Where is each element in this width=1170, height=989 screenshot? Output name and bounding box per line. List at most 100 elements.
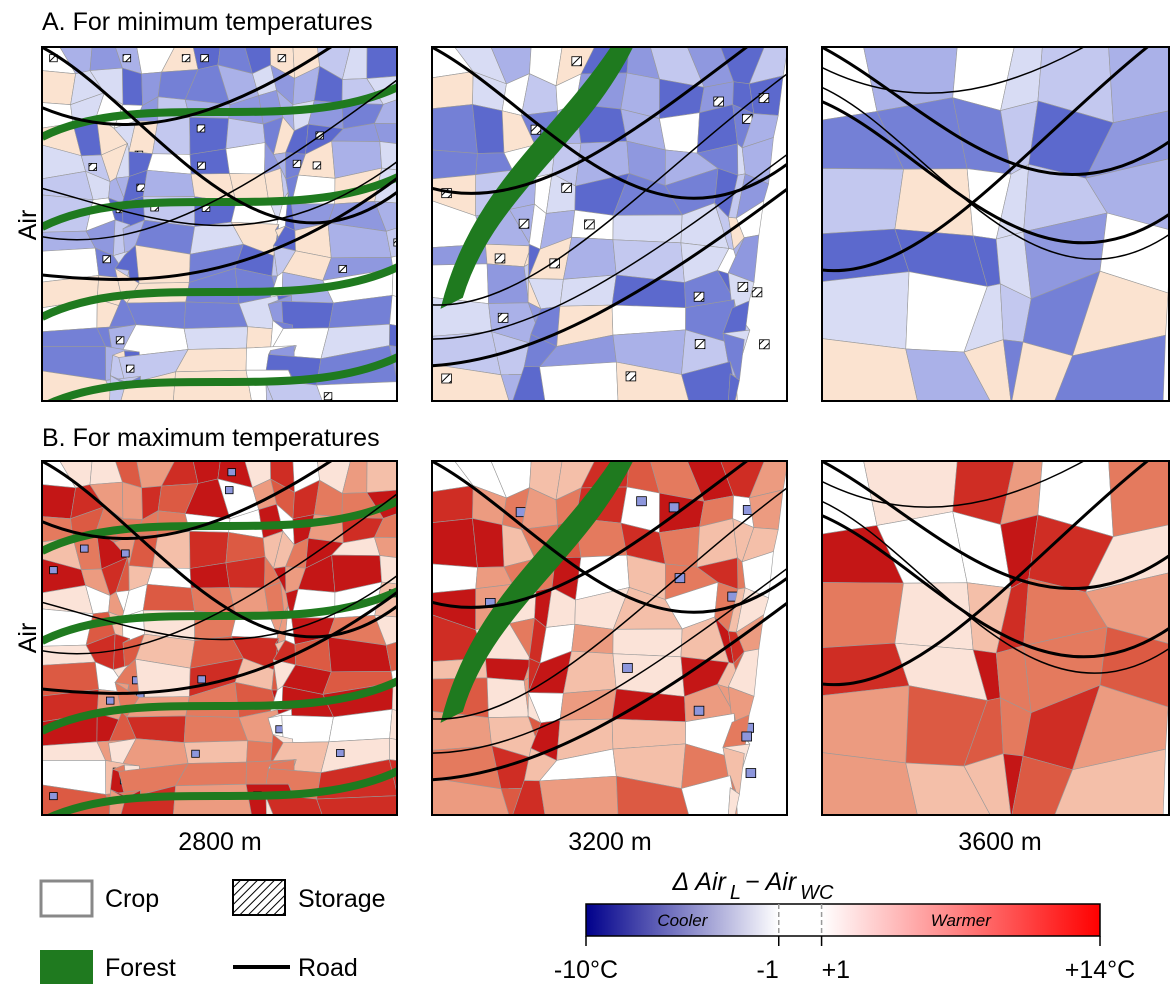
building bbox=[693, 291, 705, 302]
map-frame bbox=[431, 460, 788, 816]
building bbox=[561, 182, 572, 193]
building bbox=[674, 573, 686, 584]
building bbox=[336, 749, 345, 757]
legend-storage-swatch bbox=[232, 879, 286, 916]
building bbox=[668, 502, 680, 513]
field bbox=[389, 323, 398, 347]
road bbox=[42, 461, 398, 639]
field bbox=[432, 363, 510, 401]
road bbox=[432, 153, 788, 340]
road bbox=[822, 461, 1150, 687]
field bbox=[486, 263, 530, 304]
building bbox=[758, 93, 770, 103]
building bbox=[49, 566, 58, 575]
field bbox=[512, 780, 546, 815]
field bbox=[389, 737, 398, 761]
field bbox=[374, 200, 398, 232]
field bbox=[432, 104, 478, 154]
tick-label: -10°C bbox=[554, 956, 618, 984]
building bbox=[80, 544, 89, 553]
field bbox=[173, 783, 252, 815]
road bbox=[432, 461, 788, 614]
field bbox=[486, 677, 530, 718]
road bbox=[42, 160, 398, 227]
building bbox=[122, 54, 132, 63]
field bbox=[183, 715, 249, 743]
map-frame bbox=[431, 46, 788, 402]
map-frame bbox=[821, 46, 1170, 402]
map-panel bbox=[432, 461, 788, 815]
building bbox=[106, 696, 115, 705]
building bbox=[136, 183, 145, 192]
tick-label: +14°C bbox=[1065, 956, 1135, 984]
column-label: 3600 m bbox=[958, 828, 1041, 856]
field bbox=[1108, 47, 1170, 124]
forest bbox=[42, 587, 398, 645]
colorbar-ramp bbox=[585, 903, 1101, 937]
field bbox=[432, 149, 478, 180]
field bbox=[385, 227, 398, 258]
colorbar-title-part: Δ Air bbox=[672, 868, 728, 896]
panel-title: B. For maximum temperatures bbox=[42, 424, 380, 452]
map-panel bbox=[42, 47, 413, 401]
building bbox=[115, 336, 125, 345]
forest bbox=[440, 47, 634, 309]
building bbox=[277, 54, 287, 63]
field bbox=[485, 243, 532, 268]
field bbox=[539, 361, 619, 401]
field bbox=[122, 481, 143, 520]
building bbox=[622, 662, 633, 673]
road bbox=[432, 461, 750, 609]
field bbox=[539, 775, 619, 815]
building bbox=[197, 675, 206, 684]
field bbox=[728, 373, 740, 401]
map-frame bbox=[41, 460, 398, 816]
field bbox=[1085, 110, 1170, 179]
road bbox=[432, 486, 788, 720]
field bbox=[366, 461, 398, 493]
road bbox=[822, 86, 1170, 260]
building bbox=[312, 161, 322, 170]
legend-label: Road bbox=[298, 954, 358, 982]
building bbox=[737, 281, 749, 292]
field bbox=[472, 104, 505, 154]
forest bbox=[42, 497, 398, 555]
road bbox=[42, 78, 398, 241]
field bbox=[142, 583, 195, 612]
legend-label: Crop bbox=[105, 885, 159, 913]
road bbox=[432, 567, 788, 754]
field bbox=[822, 338, 918, 401]
colorbar-title: Δ Air L − Air WC bbox=[672, 868, 835, 904]
road bbox=[822, 461, 1170, 591]
building bbox=[549, 258, 560, 269]
forest bbox=[42, 83, 398, 141]
map-panel bbox=[42, 461, 398, 815]
building bbox=[197, 161, 206, 170]
field bbox=[659, 112, 700, 154]
building bbox=[405, 389, 413, 396]
forest bbox=[45, 767, 398, 815]
field bbox=[822, 752, 918, 815]
field bbox=[1085, 572, 1170, 645]
building bbox=[396, 766, 398, 775]
row-label: Air bbox=[14, 210, 42, 241]
colorbar-note: Cooler bbox=[657, 911, 708, 930]
field bbox=[563, 236, 617, 280]
field bbox=[563, 650, 617, 694]
field bbox=[189, 116, 229, 155]
field bbox=[316, 795, 398, 815]
field bbox=[1054, 334, 1166, 401]
road bbox=[822, 47, 1170, 177]
forest bbox=[42, 677, 398, 735]
field bbox=[183, 301, 249, 329]
field bbox=[681, 775, 738, 815]
field bbox=[1011, 341, 1073, 401]
maps bbox=[41, 46, 1170, 816]
building bbox=[88, 162, 97, 171]
field bbox=[189, 530, 229, 569]
row-label: Air bbox=[14, 623, 42, 654]
field bbox=[122, 67, 143, 106]
building bbox=[751, 287, 763, 298]
road bbox=[822, 47, 1150, 273]
